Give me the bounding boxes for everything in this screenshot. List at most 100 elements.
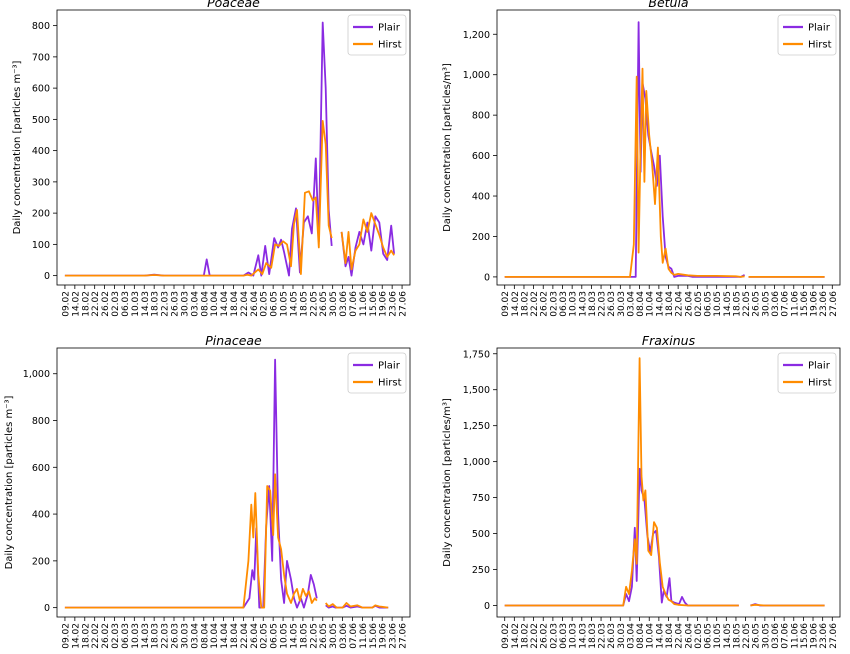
x-tick-label: 15.06 [800,291,810,317]
x-tick-label: 10.05 [713,291,723,317]
x-tick-label: 26.02 [540,291,550,317]
x-tick-label: 26.02 [101,291,111,317]
chart-title: Poaceae [207,0,260,10]
legend-label-hirst: Hirst [378,40,402,51]
x-tick-label: 03.06 [771,623,781,649]
x-tick-label: 30.03 [180,623,190,649]
y-tick-label: 600 [32,84,50,95]
x-tick-label: 23.06 [389,291,399,317]
x-tick-label: 06.03 [121,623,131,649]
x-tick-label: 07.06 [781,623,791,649]
x-tick-label: 30.05 [761,291,771,317]
y-tick-label: 0 [484,601,490,612]
x-tick-label: 22.05 [742,291,752,317]
x-tick-label: 06.05 [704,291,714,317]
legend-label-plair: Plair [378,23,401,34]
y-tick-label: 300 [32,177,50,188]
x-tick-label: 09.02 [61,291,71,317]
y-tick-label: 600 [32,463,50,474]
x-tick-label: 19.06 [810,623,820,649]
x-tick-label: 08.04 [636,291,646,317]
x-tick-label: 27.06 [399,291,409,317]
x-tick-label: 06.05 [270,291,280,317]
x-tick-label: 19.06 [379,291,389,317]
x-tick-label: 22.02 [91,623,101,649]
x-tick-label: 18.04 [230,623,240,649]
x-tick-label: 09.02 [501,291,511,317]
x-tick-label: 27.06 [829,623,839,649]
x-tick-label: 18.05 [299,291,309,317]
x-tick-label: 02.03 [549,291,559,317]
y-tick-label: 800 [32,21,50,32]
x-tick-label: 30.03 [180,291,190,317]
y-tick-label: 600 [472,151,490,162]
x-tick-label: 26.03 [607,623,617,649]
series-line-hirst [64,473,389,609]
x-tick-label: 14.02 [511,291,521,317]
x-tick-label: 18.02 [81,623,91,649]
x-tick-label: 26.03 [171,291,181,317]
x-tick-label: 18.03 [588,623,598,649]
x-tick-label: 10.03 [131,623,141,649]
y-tick-label: 400 [32,146,50,157]
x-tick-label: 18.02 [520,291,530,317]
x-tick-label: 03.04 [190,291,200,317]
x-tick-label: 30.05 [329,623,339,649]
x-tick-label: 22.02 [91,291,101,317]
legend-label-hirst: Hirst [808,378,832,389]
y-tick-label: 200 [472,232,490,243]
chart-panel-poaceae: Poaceae Daily concentration [particles m⁻… [12,0,411,317]
x-tick-label: 14.03 [578,291,588,317]
series-line-plair [504,21,825,278]
x-tick-label: 23.06 [389,623,399,649]
x-tick-label: 26.02 [540,623,550,649]
x-tick-label: 26.05 [319,623,329,649]
x-tick-label: 30.05 [761,623,771,649]
y-tick-label: 800 [32,416,50,427]
chart-panel-fraxinus: Fraxinus Daily concentration [particles/m… [442,333,841,649]
x-tick-label: 22.04 [675,291,685,317]
x-tick-label: 22.04 [240,623,250,649]
x-tick-label: 30.05 [329,291,339,317]
y-tick-label: 0 [484,272,490,283]
x-tick-label: 02.03 [549,623,559,649]
x-tick-label: 06.05 [270,623,280,649]
x-tick-label: 10.05 [713,623,723,649]
chart-title: Pinaceae [205,333,262,348]
x-tick-label: 26.05 [752,291,762,317]
x-tick-label: 26.03 [171,623,181,649]
chart-title: Betula [648,0,688,10]
x-tick-label: 02.05 [694,623,704,649]
x-tick-label: 22.03 [161,291,171,317]
x-tick-label: 27.06 [399,623,409,649]
series-line-plair [64,21,395,277]
x-tick-label: 15.06 [369,291,379,317]
x-tick-label: 22.05 [309,623,319,649]
x-tick-label: 15.06 [369,623,379,649]
x-tick-label: 18.03 [588,291,598,317]
x-tick-label: 14.02 [511,623,521,649]
y-tick-label: 1,250 [463,421,490,432]
x-tick-label: 18.03 [151,291,161,317]
x-tick-label: 22.05 [309,291,319,317]
x-tick-label: 14.04 [220,291,230,317]
x-tick-label: 23.06 [819,623,829,649]
x-tick-label: 18.04 [665,623,675,649]
series-line-plair [64,358,389,609]
y-tick-label: 750 [472,493,490,504]
x-tick-label: 14.02 [71,623,81,649]
y-axis-label: Daily concentration [particles m⁻³] [12,60,23,234]
x-tick-label: 03.06 [339,291,349,317]
x-tick-label: 08.04 [200,623,210,649]
x-tick-label: 02.03 [111,291,121,317]
x-tick-label: 07.06 [349,623,359,649]
x-tick-label: 22.02 [530,623,540,649]
series-line-hirst [504,357,825,607]
legend-label-hirst: Hirst [378,378,402,389]
x-tick-label: 22.03 [161,623,171,649]
x-tick-label: 02.05 [694,291,704,317]
x-tick-label: 10.04 [646,291,656,317]
x-tick-label: 14.03 [141,291,151,317]
y-tick-label: 0 [44,271,50,282]
